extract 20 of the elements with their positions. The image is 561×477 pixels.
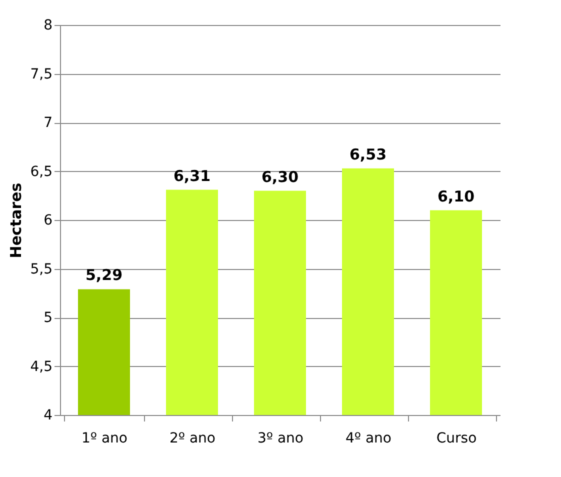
y-tick-label: 7,5 (30, 66, 52, 82)
x-tick-label: 4º ano (346, 430, 392, 446)
x-tick-label: Curso (436, 430, 477, 446)
data-label: 6,53 (349, 145, 387, 164)
y-tick-label: 4,5 (30, 358, 52, 375)
y-tick-label: 6,5 (30, 164, 52, 180)
x-tick-label: 2º ano (170, 430, 216, 446)
x-tick-label: 1º ano (82, 430, 128, 446)
y-tick-label: 5,5 (30, 261, 52, 278)
y-tick-label: 7 (44, 115, 52, 131)
data-label: 6,31 (173, 166, 211, 185)
data-label: 6,10 (437, 187, 475, 206)
data-label: 5,29 (85, 266, 123, 284)
y-tick-label: 8 (44, 18, 52, 34)
y-axis-title: Hectares (7, 182, 26, 258)
y-tick-label: 5 (44, 310, 52, 326)
data-label: 6,30 (261, 168, 299, 186)
y-tick-label: 6 (44, 212, 53, 228)
x-tick-label: 3º ano (258, 430, 304, 446)
y-tick-label: 4 (44, 408, 53, 424)
